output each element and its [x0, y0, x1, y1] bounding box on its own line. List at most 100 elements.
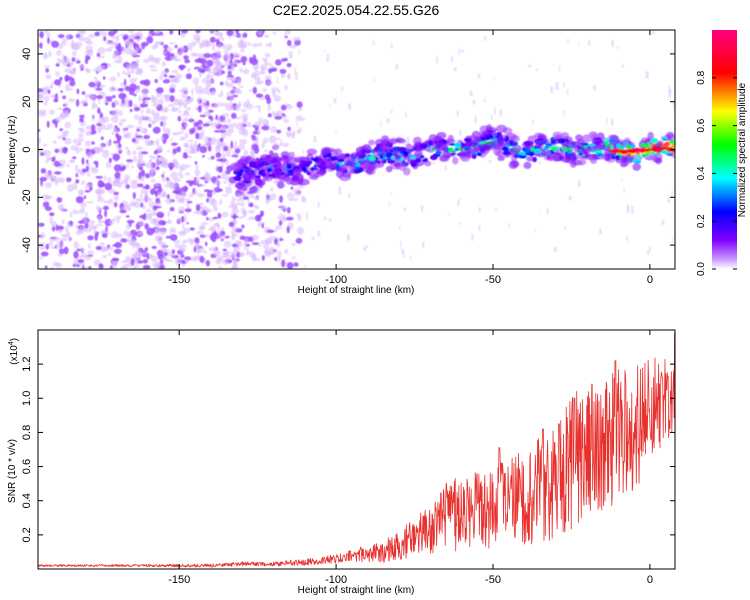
noise-speck	[578, 42, 580, 45]
noise-blob	[39, 42, 43, 49]
noise-blob	[163, 44, 169, 50]
noise-speck	[348, 103, 351, 110]
ridge-blob	[263, 162, 269, 166]
noise-speck	[534, 229, 537, 232]
noise-blob	[111, 95, 116, 99]
noise-speck	[553, 246, 557, 252]
ridge-blob	[287, 169, 295, 174]
noise-blob	[139, 193, 143, 198]
ridge-blob	[564, 140, 574, 149]
noise-blob	[130, 165, 135, 169]
noise-blob	[111, 257, 120, 262]
noise-speck	[406, 136, 410, 144]
noise-speck	[599, 229, 602, 235]
noise-blob	[177, 115, 182, 122]
noise-blob	[228, 183, 234, 186]
noise-blob	[167, 130, 171, 136]
noise-blob	[235, 239, 241, 245]
noise-speck	[471, 233, 474, 241]
noise-blob	[143, 97, 152, 100]
noise-blob	[273, 95, 282, 102]
noise-speck	[285, 179, 287, 188]
noise-blob	[267, 113, 272, 118]
noise-blob	[140, 108, 144, 115]
ridge-blob	[302, 162, 311, 167]
noise-blob	[175, 73, 183, 80]
ridge-blob	[337, 158, 344, 162]
spectrogram-x-tick-label: -50	[485, 274, 501, 286]
noise-blob	[84, 140, 92, 147]
noise-speck	[296, 121, 298, 128]
noise-blob	[204, 180, 208, 184]
noise-blob	[254, 121, 262, 128]
noise-blob	[169, 30, 174, 35]
noise-blob	[78, 133, 84, 139]
noise-blob	[114, 171, 121, 179]
noise-blob	[217, 224, 220, 231]
noise-blob	[251, 134, 256, 138]
noise-blob	[81, 157, 85, 165]
noise-blob	[71, 57, 76, 62]
noise-blob	[88, 265, 92, 269]
noise-blob	[236, 78, 242, 85]
noise-blob	[178, 171, 182, 176]
noise-blob	[64, 74, 70, 83]
noise-speck	[474, 115, 477, 123]
noise-blob	[232, 106, 238, 111]
noise-blob	[82, 217, 86, 221]
noise-blob	[111, 41, 117, 47]
noise-blob	[235, 122, 243, 130]
noise-blob	[226, 118, 232, 124]
noise-blob	[146, 36, 154, 44]
noise-blob	[126, 164, 130, 169]
noise-blob	[292, 36, 301, 42]
noise-speck	[477, 73, 481, 79]
noise-blob	[110, 260, 118, 266]
noise-blob	[254, 66, 258, 73]
noise-blob	[190, 96, 194, 102]
noise-speck	[284, 33, 286, 39]
spectrogram-x-axis-label: Height of straight line (km)	[298, 285, 415, 296]
noise-blob	[156, 92, 162, 98]
ridge-blob	[575, 134, 583, 141]
noise-blob	[54, 148, 60, 153]
noise-speck	[304, 265, 307, 268]
noise-blob	[79, 171, 86, 176]
noise-blob	[125, 184, 130, 189]
noise-blob	[239, 67, 244, 73]
noise-blob	[258, 243, 262, 248]
noise-blob	[230, 253, 235, 259]
noise-blob	[212, 187, 216, 193]
noise-blob	[163, 251, 168, 256]
noise-blob	[157, 155, 161, 158]
ridge-blob	[360, 159, 369, 169]
noise-speck	[372, 40, 375, 46]
noise-blob	[238, 101, 241, 109]
noise-blob	[258, 106, 261, 113]
noise-speck	[386, 118, 390, 124]
noise-blob	[118, 92, 127, 100]
noise-blob	[183, 198, 191, 201]
figure-title: C2E2.2025.054.22.55.G26	[273, 2, 440, 18]
spectrogram-panel: -150 -100 -50 0 -40 -20 0 20 40 Height of strai…	[7, 29, 676, 296]
noise-blob	[100, 31, 108, 37]
snr-series-line	[38, 333, 675, 568]
noise-blob	[182, 154, 189, 159]
noise-blob	[204, 241, 208, 246]
noise-speck	[493, 76, 495, 80]
ridge-blob	[254, 175, 261, 179]
noise-blob	[79, 147, 83, 152]
noise-blob	[146, 227, 155, 236]
noise-blob	[87, 235, 94, 241]
ridge-blob	[260, 154, 271, 161]
ridge-blob	[585, 145, 592, 154]
noise-blob	[64, 102, 69, 107]
ridge-blob	[419, 144, 425, 148]
noise-blob	[141, 88, 150, 96]
noise-blob	[219, 81, 224, 86]
noise-blob	[201, 87, 209, 95]
noise-blob	[63, 147, 68, 151]
noise-blob	[104, 47, 113, 52]
noise-blob	[298, 126, 302, 133]
ridge-blob	[288, 151, 295, 159]
